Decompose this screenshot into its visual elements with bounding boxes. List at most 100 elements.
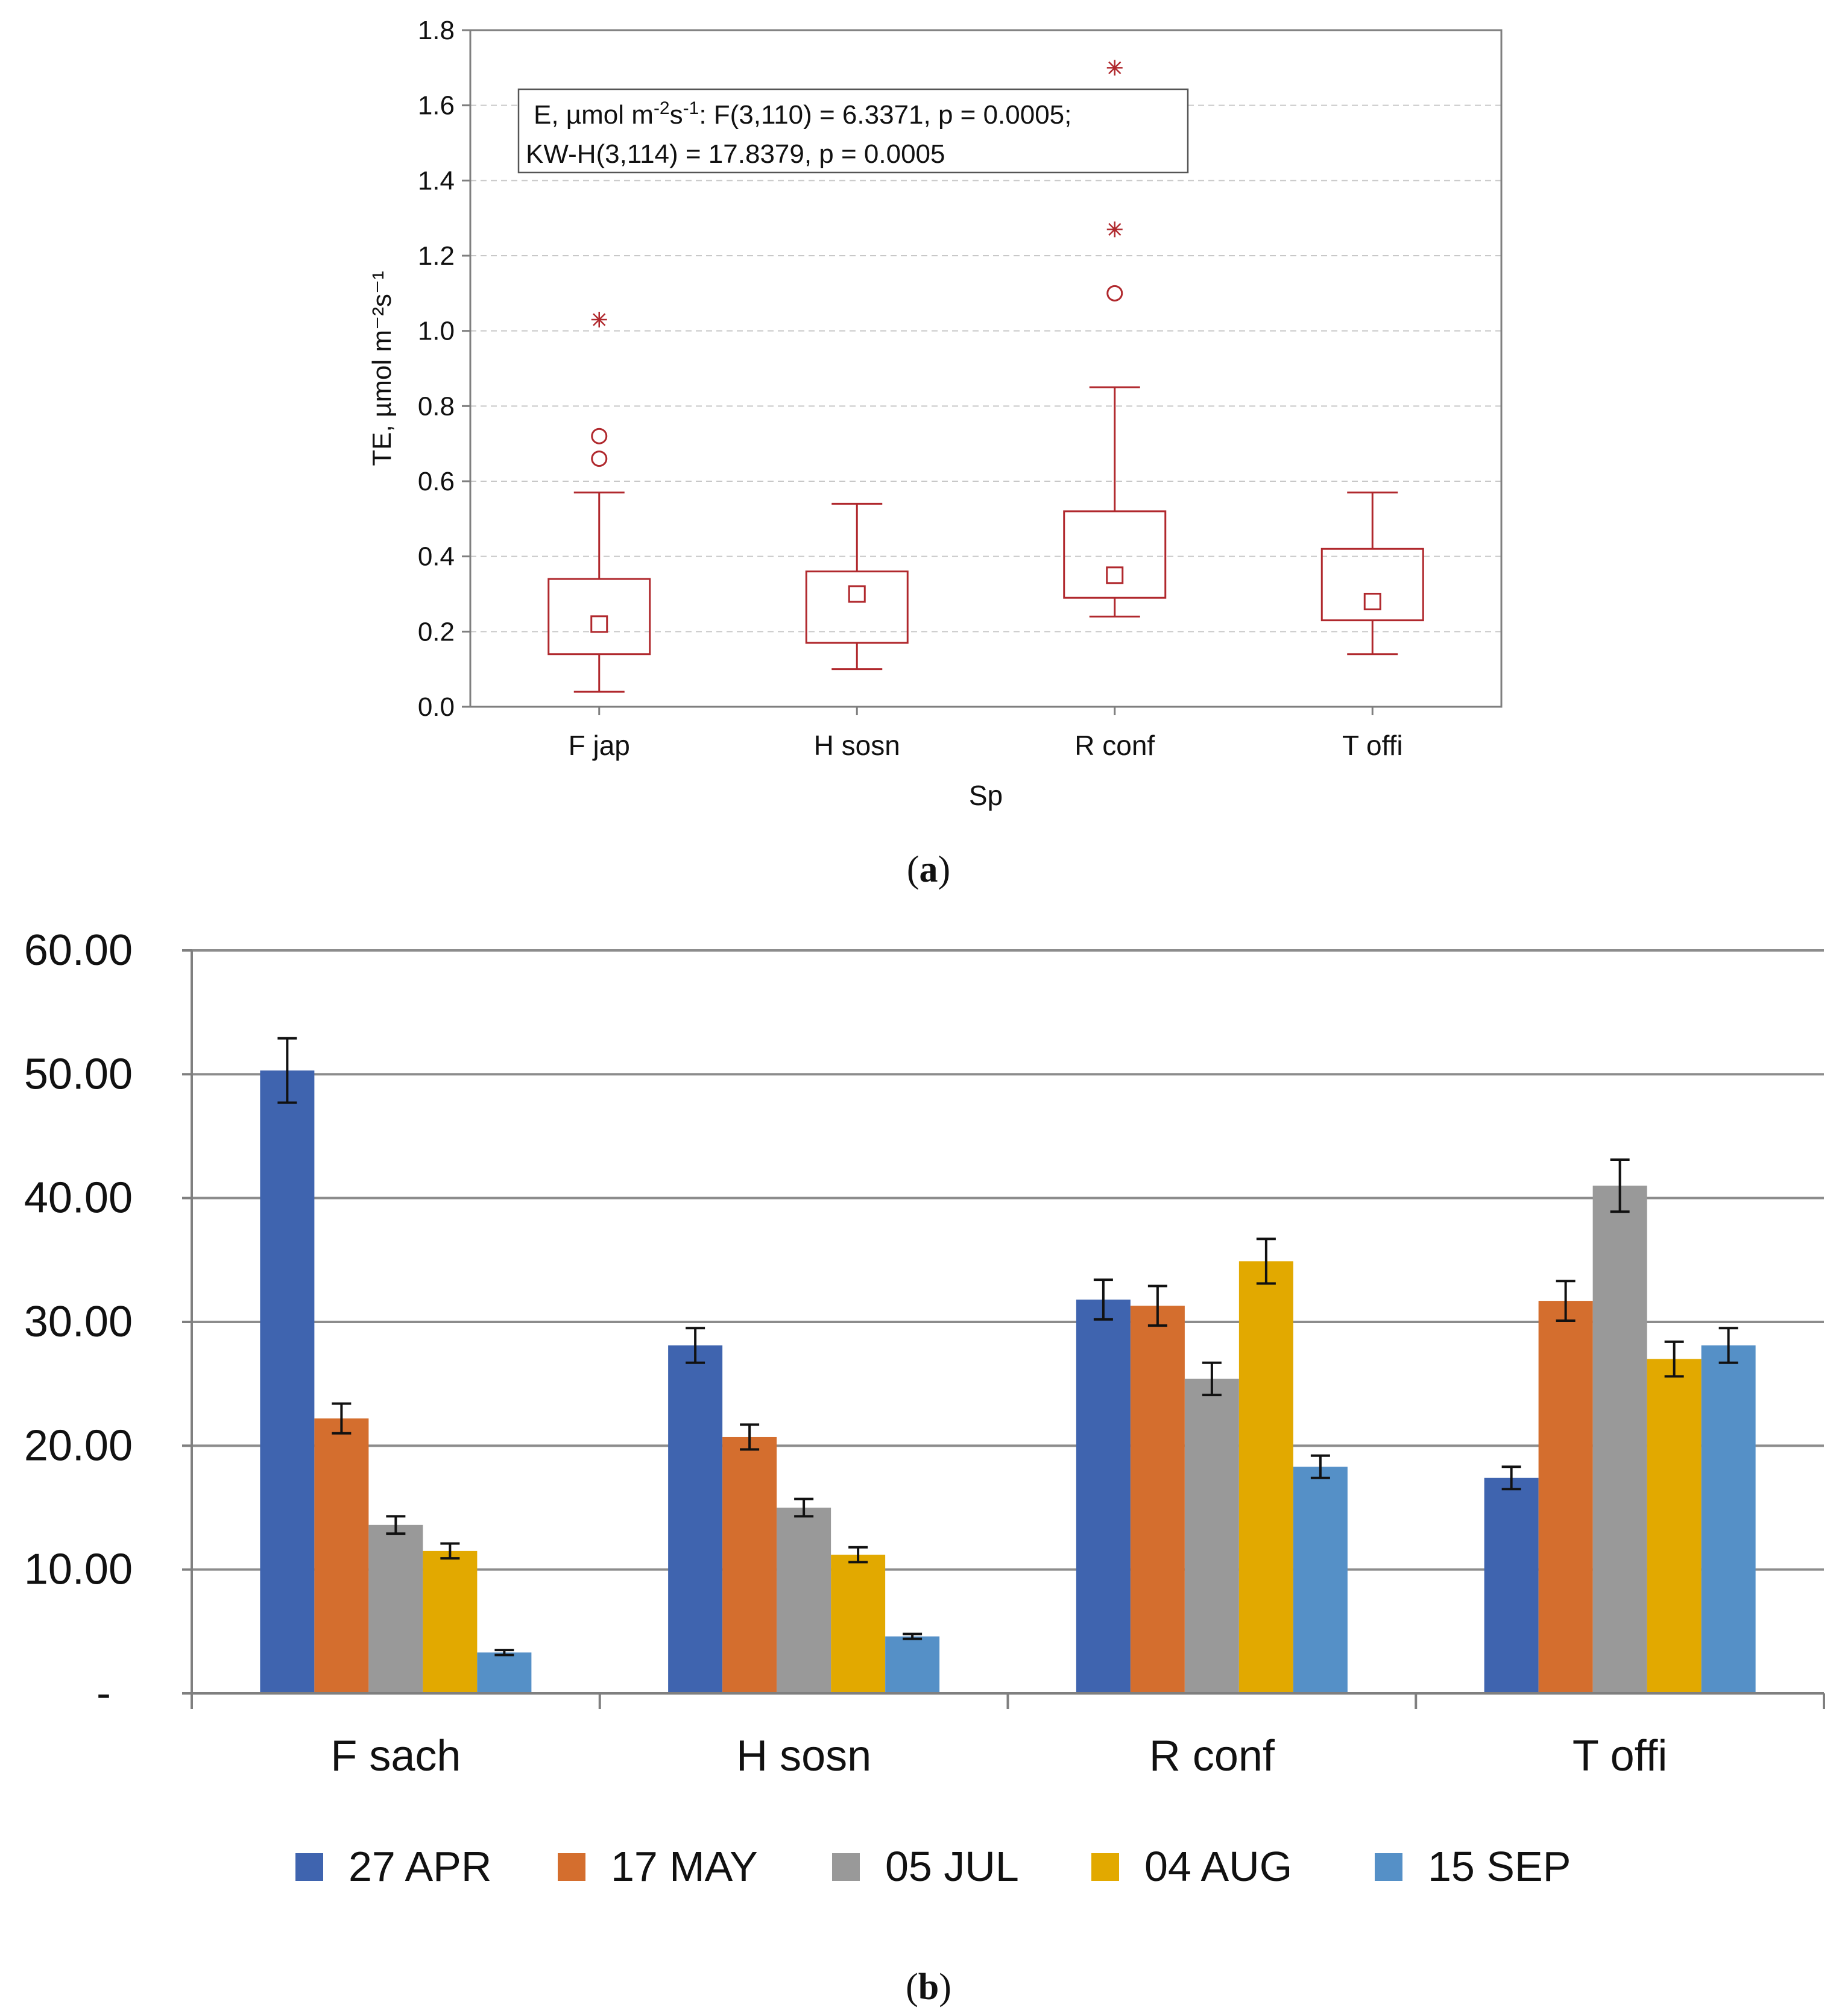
box-h-sosn — [805, 502, 909, 671]
bar-h-sosn-27-apr — [668, 1345, 723, 1693]
error-bar — [386, 1515, 406, 1535]
bar-r-conf-05-jul — [1184, 1379, 1239, 1693]
annotation-box — [517, 88, 1189, 174]
panel-b-bars — [260, 1070, 1756, 1693]
bar-r-conf-27-apr — [1076, 1300, 1131, 1693]
extreme-marker — [1106, 60, 1123, 76]
legend-item-15-sep: 15 SEP — [1375, 1843, 1571, 1890]
bar-h-sosn-15-sep — [885, 1636, 940, 1693]
error-bar — [740, 1423, 760, 1451]
bar-r-conf-17-may — [1130, 1306, 1185, 1693]
panel-a-x-axis-title: Sp — [969, 780, 1003, 811]
panel-a-plot-frame — [469, 29, 1503, 708]
bar-f-sach-15-sep — [477, 1652, 532, 1693]
panel-b-y-tick-label: 40.00 — [24, 1174, 133, 1222]
panel-a-y-tick-label: 1.0 — [418, 317, 455, 346]
bar-f-sach-27-apr — [260, 1070, 315, 1693]
outlier-marker — [591, 450, 608, 467]
outlier-marker — [591, 428, 608, 444]
panel-a-y-tick-label: 1.4 — [418, 166, 455, 195]
panel-b-y-tick-label: 10.00 — [24, 1546, 133, 1594]
bar-h-sosn-17-may — [722, 1436, 777, 1693]
legend-item-04-aug: 04 AUG — [1091, 1843, 1292, 1890]
panel-a-y-axis: 0.0 0.2 0.4 0.6 0.8 1.0 1.2 1.4 1.6 1.8 — [418, 16, 470, 722]
box-t-offi — [1320, 491, 1424, 656]
panel-a-y-axis-title: TE, µmol m⁻²s⁻¹ — [367, 271, 397, 466]
bar-r-conf-04-aug — [1238, 1261, 1293, 1693]
extreme-marker — [1106, 221, 1123, 238]
panel-a-y-tick-label: 1.6 — [418, 91, 455, 121]
box-f-jap — [547, 311, 651, 693]
error-bar — [277, 1037, 297, 1104]
error-bar — [1664, 1340, 1684, 1378]
panel-a-y-tick-label: 1.8 — [418, 16, 455, 45]
bar-t-offi-17-may — [1538, 1301, 1593, 1693]
panel-a-x-tick-label: R conf — [1074, 730, 1155, 761]
panel-a-box-plot: 0.0 0.2 0.4 0.6 0.8 1.0 1.2 1.4 1.6 1.8 F jap H so… — [367, 16, 1503, 890]
bar-f-sach-04-aug — [423, 1550, 478, 1693]
legend-swatch — [558, 1853, 585, 1881]
error-bar — [1501, 1465, 1521, 1491]
median-marker — [848, 585, 866, 603]
error-bar — [494, 1649, 514, 1657]
panel-b-y-axis: - 10.00 20.00 30.00 40.00 50.00 60.00 — [24, 926, 193, 1717]
legend-swatch — [832, 1853, 860, 1881]
legend-swatch — [1375, 1853, 1402, 1881]
bar-t-offi-04-aug — [1647, 1359, 1702, 1693]
legend-item-05-jul: 05 JUL — [832, 1843, 1019, 1890]
panel-a-annotation: E, µmol m-2s-1: F(3,110) = 6.3371, p = 0… — [517, 88, 1189, 174]
iqr-box — [1320, 548, 1424, 622]
panel-b-x-axis: F sach H sosn R conf T offi — [191, 1692, 1825, 1780]
iqr-box — [1063, 510, 1167, 599]
error-bar — [1093, 1278, 1113, 1321]
panel-a-y-tick-label: 0.4 — [418, 542, 455, 572]
error-bar — [794, 1497, 814, 1518]
error-bar — [1147, 1284, 1167, 1327]
annotation-line-1: E, µmol m-2s-1: F(3,110) = 6.3371, p = 0… — [534, 98, 1071, 130]
panel-a-x-tick-label: T offi — [1342, 730, 1403, 761]
panel-a-gridlines — [470, 104, 1501, 633]
panel-a-y-tick-label: 0.0 — [418, 692, 455, 722]
bar-r-conf-15-sep — [1293, 1467, 1348, 1693]
legend-label: 15 SEP — [1428, 1843, 1571, 1890]
error-bar — [1610, 1158, 1630, 1213]
legend-item-17-may: 17 MAY — [558, 1843, 758, 1890]
panel-b-y-tick-label: 50.00 — [24, 1050, 133, 1098]
panel-a-boxes — [547, 60, 1424, 693]
extreme-stroke — [1108, 223, 1121, 236]
median-marker — [590, 615, 608, 633]
extreme-marker — [591, 311, 607, 327]
panel-b-bar-chart: - 10.00 20.00 30.00 40.00 50.00 60.00 F sach H … — [24, 926, 1825, 2008]
legend-label: 04 AUG — [1144, 1843, 1292, 1890]
error-bar — [848, 1546, 868, 1564]
outlier-marker — [1106, 285, 1123, 302]
error-bar — [1256, 1237, 1276, 1285]
bar-f-sach-05-jul — [368, 1525, 423, 1693]
panel-b-x-tick-label: T offi — [1573, 1732, 1667, 1780]
error-bar — [440, 1542, 460, 1560]
panel-b-x-tick-label: H sosn — [736, 1732, 871, 1780]
panel-b-x-tick-label: F sach — [330, 1732, 461, 1780]
panel-a-x-tick-label: F jap — [569, 730, 630, 761]
iqr-box — [805, 570, 909, 644]
panel-a-y-tick-label: 0.8 — [418, 391, 455, 421]
median-marker — [1106, 566, 1124, 584]
error-bar — [332, 1402, 352, 1435]
legend-label: 17 MAY — [611, 1843, 758, 1890]
bar-h-sosn-04-aug — [831, 1555, 886, 1693]
median-marker — [1363, 592, 1381, 610]
error-bar — [1556, 1280, 1576, 1322]
error-bar — [1202, 1361, 1222, 1397]
panel-a-y-tick-label: 0.6 — [418, 467, 455, 496]
panel-b-x-tick-label: R conf — [1149, 1732, 1275, 1780]
legend-label: 05 JUL — [885, 1843, 1019, 1890]
bar-t-offi-27-apr — [1484, 1477, 1539, 1693]
panel-b-y-tick-label: 60.00 — [24, 926, 133, 975]
legend-swatch — [1091, 1853, 1119, 1881]
panel-b-error-bars — [277, 1037, 1738, 1657]
panel-a-x-axis: F jap H sosn R conf T offi — [569, 707, 1403, 761]
panel-a-y-tick-label: 0.2 — [418, 617, 455, 646]
bar-h-sosn-05-jul — [777, 1508, 831, 1693]
error-bar — [1310, 1454, 1330, 1479]
